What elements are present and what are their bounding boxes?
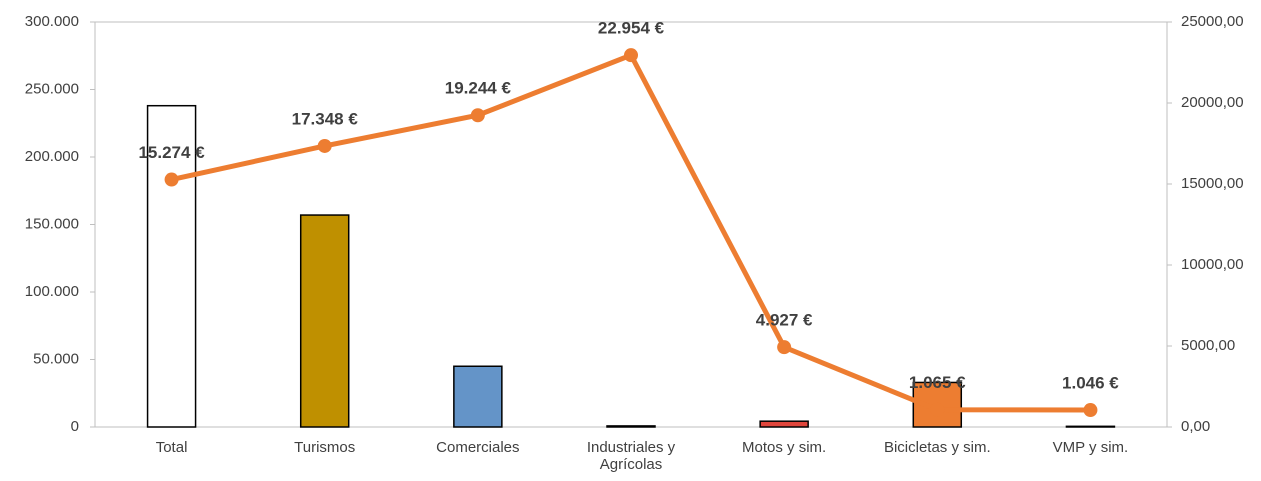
y2-tick-label: 15000,00 (1181, 175, 1244, 192)
line-point (317, 138, 332, 153)
bar (1065, 425, 1116, 428)
y-tick-label: 50.000 (33, 350, 79, 367)
line-point (624, 48, 638, 63)
line-point (1083, 403, 1098, 418)
x-tick-label: Comerciales (436, 439, 519, 456)
data-label: 15.274 € (138, 143, 205, 162)
y-tick-label: 200.000 (25, 148, 79, 165)
data-label: 17.348 € (292, 109, 359, 128)
line-point (470, 108, 485, 123)
data-label: 1.046 € (1062, 374, 1119, 393)
bar (453, 365, 503, 428)
data-label: 1.065 € (909, 373, 966, 392)
bar (759, 420, 809, 428)
line-point (164, 172, 179, 187)
data-label: 19.244 € (445, 79, 512, 98)
bar (606, 425, 656, 428)
line-point (777, 340, 792, 355)
y-tick-label: 250.000 (25, 80, 79, 97)
y-tick-label: 0 (71, 418, 79, 435)
y-tick-label: 150.000 (25, 215, 79, 232)
data-label: 4.927 € (756, 311, 813, 330)
line-point (930, 402, 945, 417)
bar (299, 214, 350, 428)
x-tick-label: Total (156, 439, 188, 456)
bar (146, 104, 197, 428)
x-tick-label: Turismos (294, 439, 355, 456)
y2-tick-label: 5000,00 (1181, 337, 1235, 354)
x-tick-label: VMP y sim. (1053, 439, 1129, 456)
plot-border (94, 21, 1168, 428)
y-tick-label: 100.000 (25, 283, 79, 300)
y2-tick-label: 10000,00 (1181, 256, 1244, 273)
x-tick-label: Industriales y Agrícolas (587, 439, 676, 473)
x-tick-label: Motos y sim. (742, 439, 826, 456)
data-label: 22.954 € (598, 19, 665, 38)
y-tick-label: 300.000 (25, 13, 79, 30)
y2-tick-label: 0,00 (1181, 418, 1210, 435)
x-tick-label: Bicicletas y sim. (884, 439, 991, 456)
y2-tick-label: 25000,00 (1181, 13, 1244, 30)
y2-tick-label: 20000,00 (1181, 94, 1244, 111)
